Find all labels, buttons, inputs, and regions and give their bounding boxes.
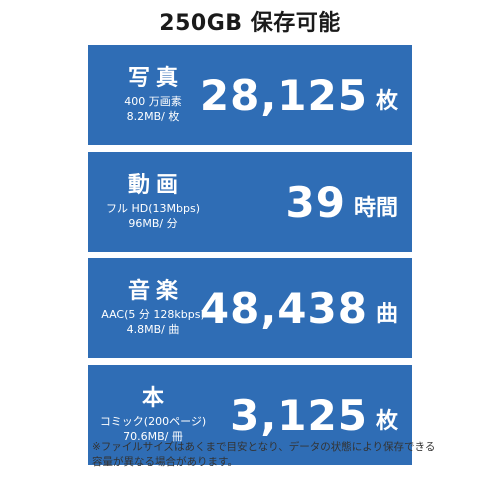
card-label: 本 — [141, 386, 170, 412]
photo-capacity-card: 写真 400 万画素 8.2MB/ 枚 28,125 枚 — [88, 45, 412, 145]
card-unit: 枚 — [375, 409, 398, 434]
card-detail-line: フル HD(13Mbps) — [105, 202, 200, 216]
card-value: 28,125 — [199, 70, 368, 120]
card-unit: 枚 — [375, 89, 398, 114]
card-description: 写真 400 万画素 8.2MB/ 枚 — [88, 45, 218, 145]
card-value: 39 — [285, 177, 346, 227]
card-value: 3,125 — [230, 390, 368, 440]
card-value-group: 48,438 曲 — [200, 258, 398, 358]
card-value: 48,438 — [199, 283, 368, 333]
book-capacity-card: 本 コミック(200ページ) 70.6MB/ 冊 3,125 枚 — [88, 365, 412, 465]
card-label: 音楽 — [127, 279, 184, 305]
footnote: ※ファイルサイズはあくまで目安となり、データの状態により保存できる 容量が異なる… — [92, 440, 436, 470]
footnote-line: 容量が異なる場合があります。 — [92, 456, 238, 469]
card-detail-line: 96MB/ 分 — [128, 216, 178, 230]
page-title: 250GB 保存可能 — [159, 11, 341, 36]
card-detail-line: 4.8MB/ 曲 — [126, 322, 180, 336]
card-label: 写真 — [127, 66, 184, 92]
card-value-group: 3,125 枚 — [230, 365, 398, 465]
card-description: 音楽 AAC(5 分 128kbps) 4.8MB/ 曲 — [88, 258, 218, 358]
card-label: 動画 — [127, 173, 184, 199]
card-description: 本 コミック(200ページ) 70.6MB/ 冊 — [88, 365, 218, 465]
footnote-line: ※ファイルサイズはあくまで目安となり、データの状態により保存できる — [92, 441, 436, 453]
card-detail-line: 400 万画素 — [124, 95, 182, 109]
card-description: 動画 フル HD(13Mbps) 96MB/ 分 — [88, 152, 218, 252]
card-detail-line: 8.2MB/ 枚 — [126, 109, 180, 123]
card-unit: 曲 — [375, 302, 398, 327]
video-capacity-card: 動画 フル HD(13Mbps) 96MB/ 分 39 時間 — [88, 152, 412, 252]
card-unit: 時間 — [353, 196, 398, 221]
card-detail-line: コミック(200ページ) — [99, 415, 207, 429]
music-capacity-card: 音楽 AAC(5 分 128kbps) 4.8MB/ 曲 48,438 曲 — [88, 258, 412, 358]
card-value-group: 39 時間 — [286, 152, 398, 252]
card-detail-line: 70.6MB/ 冊 — [123, 429, 183, 443]
card-value-group: 28,125 枚 — [200, 45, 398, 145]
card-detail-line: AAC(5 分 128kbps) — [101, 308, 205, 322]
